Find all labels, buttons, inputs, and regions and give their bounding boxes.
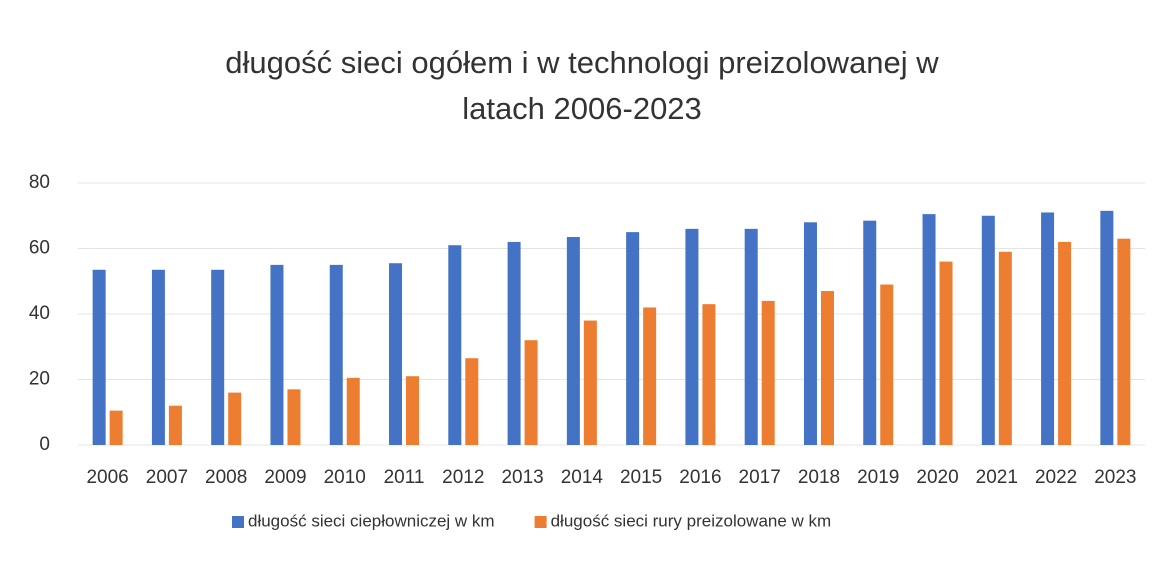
x-tick-label: 2021 [976, 467, 1018, 488]
x-tick-label: 2020 [916, 467, 958, 488]
x-tick-label: 2015 [620, 467, 662, 488]
x-tick-label: 2017 [739, 467, 781, 488]
bar [998, 251, 1012, 445]
bar [939, 261, 953, 445]
bar [270, 264, 284, 445]
y-tick-label: 60 [29, 238, 50, 259]
x-tick-label: 2019 [857, 467, 899, 488]
legend-swatch [232, 516, 244, 528]
bar [1100, 210, 1114, 445]
bar [685, 228, 699, 445]
bar [211, 269, 225, 445]
bar [329, 264, 343, 445]
legend-label: długość sieci ciepłowniczej w km [248, 511, 495, 530]
bar [448, 245, 462, 445]
bar [92, 269, 106, 445]
bar [287, 389, 301, 445]
x-tick-label: 2012 [442, 467, 484, 488]
bar [803, 222, 817, 445]
bar [228, 392, 242, 445]
bar [109, 410, 123, 445]
bar [1117, 238, 1131, 445]
bar [346, 377, 360, 445]
legend-swatch [534, 516, 547, 528]
bar [761, 300, 775, 445]
x-tick-label: 2010 [324, 467, 366, 488]
bar [626, 232, 640, 445]
bar [151, 269, 165, 445]
x-tick-label: 2022 [1035, 467, 1077, 488]
y-tick-label: 80 [29, 172, 50, 193]
bar [465, 358, 479, 445]
x-tick-label: 2013 [501, 467, 543, 488]
bar [922, 214, 936, 445]
chart-title: długość sieci ogółem i w technologi prei… [225, 45, 939, 126]
bar [406, 376, 420, 445]
bar [981, 215, 995, 445]
x-tick-label: 2011 [384, 467, 425, 488]
bar [1041, 212, 1055, 445]
y-tick-label: 0 [39, 434, 50, 455]
bar [744, 228, 758, 445]
x-tick-label: 2008 [205, 467, 247, 488]
bar [820, 291, 834, 445]
x-tick-label: 2006 [86, 467, 128, 488]
x-tick-label: 2018 [798, 467, 840, 488]
bar [389, 263, 403, 445]
bar [880, 284, 894, 445]
bar [168, 405, 182, 445]
bar [524, 340, 538, 445]
x-tick-label: 2009 [264, 467, 306, 488]
legend-label: długość sieci rury preizolowane w km [551, 511, 832, 530]
bar [702, 304, 716, 445]
x-tick-label: 2014 [561, 467, 604, 488]
x-tick-label: 2023 [1094, 467, 1136, 488]
bar [863, 220, 877, 445]
y-tick-label: 20 [29, 369, 50, 390]
x-tick-label: 2016 [679, 467, 721, 488]
bar [1058, 241, 1072, 445]
y-tick-label: 40 [29, 303, 50, 324]
bar [583, 320, 597, 445]
bar [643, 307, 657, 445]
x-tick-label: 2007 [146, 467, 188, 488]
bar [566, 237, 580, 445]
bar [507, 241, 521, 445]
